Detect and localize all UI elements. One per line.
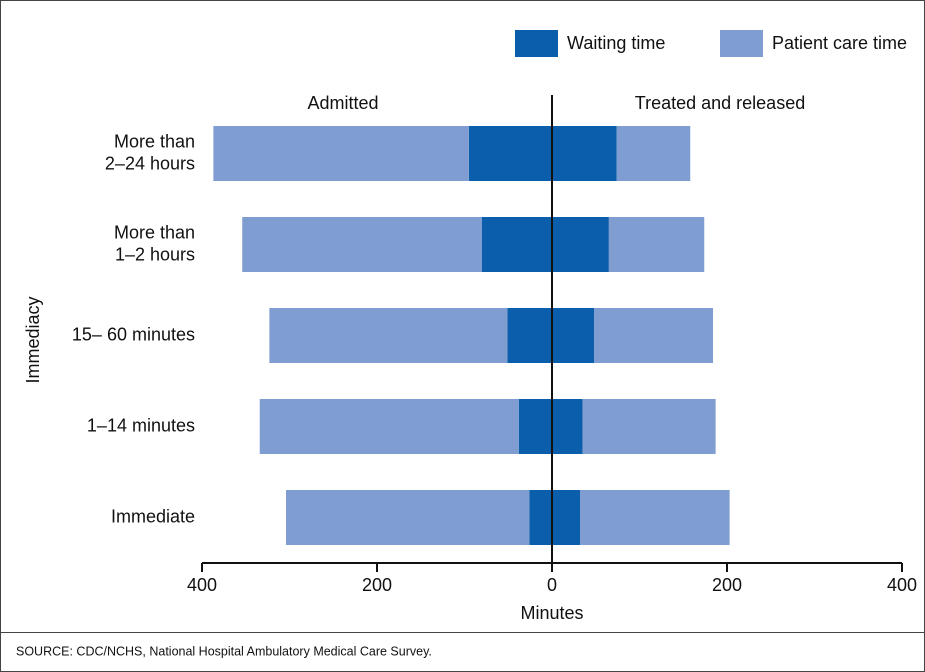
- y-axis-label: Immediacy: [23, 296, 43, 383]
- x-tick-label: 400: [187, 575, 217, 595]
- source: SOURCE: CDC/NCHS, National Hospital Ambu…: [16, 644, 432, 658]
- bar-segment: [286, 490, 530, 545]
- bar-segment: [242, 217, 482, 272]
- y-tick-label: 1–14 minutes: [87, 415, 195, 435]
- y-tick-label: More than: [114, 131, 195, 151]
- legend-label: Patient care time: [772, 33, 907, 53]
- bar-segment: [552, 126, 617, 181]
- legend-swatch: [515, 30, 558, 57]
- bar-segment: [552, 217, 609, 272]
- bar-segment: [468, 126, 552, 181]
- bar-segment: [518, 399, 552, 454]
- bar-segment: [269, 308, 508, 363]
- y-tick-label: 15– 60 minutes: [72, 324, 195, 344]
- legend-swatch: [720, 30, 763, 57]
- bar-segment: [552, 308, 594, 363]
- x-tick-label: 200: [362, 575, 392, 595]
- group-label: Treated and released: [635, 93, 805, 113]
- bar-segment: [552, 490, 580, 545]
- bar-segment: [582, 399, 716, 454]
- y-tick-label: More than: [114, 222, 195, 242]
- bar-segment: [608, 217, 705, 272]
- bar-segment: [594, 308, 713, 363]
- y-tick-label: 1–2 hours: [115, 244, 195, 264]
- x-axis-label: Minutes: [520, 603, 583, 623]
- bar-segment: [552, 399, 583, 454]
- bar-segment: [529, 490, 552, 545]
- group-label: Admitted: [307, 93, 378, 113]
- legend-label: Waiting time: [567, 33, 665, 53]
- x-tick-label: 400: [887, 575, 917, 595]
- bar-segment: [580, 490, 730, 545]
- bar-segment: [616, 126, 691, 181]
- bar-segment: [259, 399, 519, 454]
- bar-segment: [213, 126, 469, 181]
- y-tick-label: Immediate: [111, 506, 195, 526]
- bar-segment: [507, 308, 552, 363]
- x-tick-label: 0: [547, 575, 557, 595]
- y-tick-label: 2–24 hours: [105, 153, 195, 173]
- bar-segment: [482, 217, 552, 272]
- x-tick-label: 200: [712, 575, 742, 595]
